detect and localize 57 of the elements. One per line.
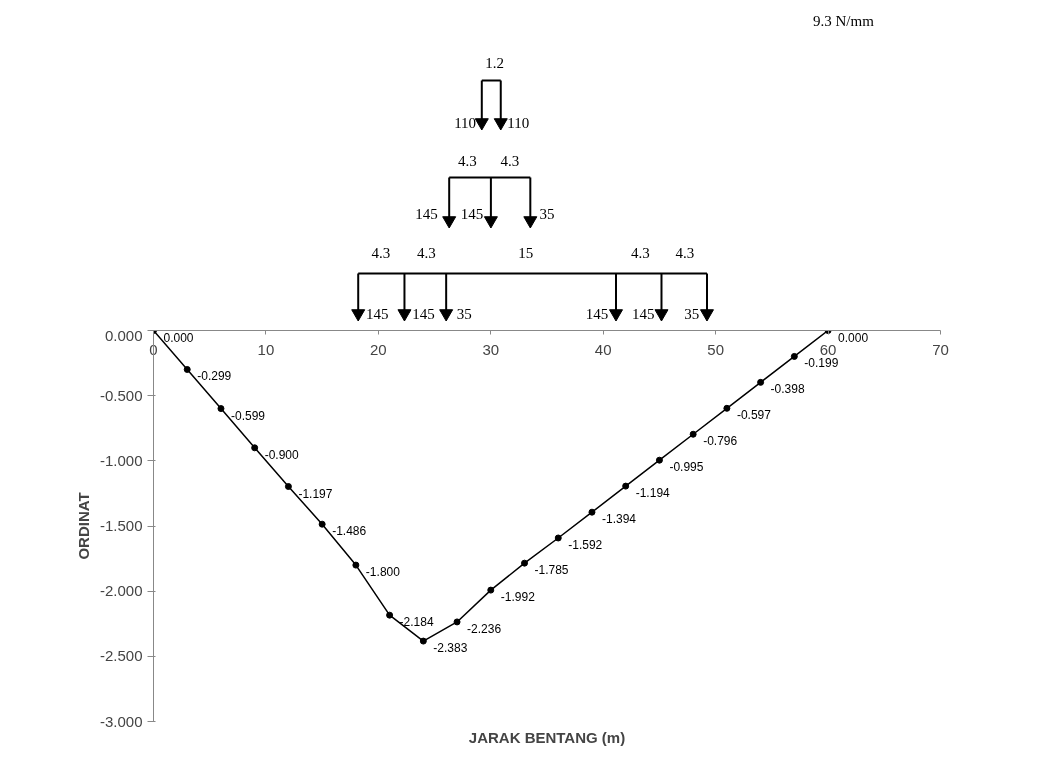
x-axis-title: JARAK BENTANG (m) [468, 728, 626, 746]
text: 35 [539, 205, 555, 222]
text: 4.3 [417, 244, 436, 261]
data-label: -1.800 [365, 565, 401, 580]
text: 4.3 [458, 152, 477, 169]
text: 145 [632, 305, 655, 322]
y-tick-label: -1.500 [99, 517, 143, 534]
data-label: -0.796 [703, 434, 738, 449]
y-tick-label: -3.000 [99, 712, 143, 730]
data-label: -2.236 [467, 621, 502, 636]
data-label: 0.000 [163, 330, 194, 345]
text: 145 [365, 305, 389, 322]
x-tick-label: 40 [594, 340, 612, 358]
text: 35 [684, 305, 700, 322]
x-tick-label: 20 [370, 340, 387, 358]
text: 4.3 [630, 244, 650, 261]
data-label: -0.599 [230, 408, 266, 423]
text: 145 [415, 205, 438, 222]
data-label: -1.785 [534, 563, 569, 578]
x-tick-label: 70 [932, 340, 949, 358]
data-label: -0.299 [197, 369, 232, 384]
x-tick-label: 50 [707, 340, 724, 358]
data-label: -1.197 [298, 486, 333, 501]
data-label: -0.995 [669, 460, 704, 475]
y-tick-label: -0.500 [99, 386, 143, 404]
text: 145 [585, 305, 609, 322]
text: 4.3 [371, 244, 391, 261]
x-tick-label: 30 [482, 340, 500, 358]
data-label: 0.000 [838, 330, 869, 345]
data-label: -0.199 [804, 356, 839, 371]
text: 1.2 [485, 54, 505, 71]
x-tick-label: 60 [819, 340, 837, 358]
data-label: -0.398 [770, 382, 805, 397]
data-label: -1.394 [601, 512, 637, 527]
data-label: -1.592 [568, 537, 603, 552]
data-label: -1.194 [635, 486, 671, 501]
y-tick-label: -2.500 [99, 647, 143, 665]
x-tick-label: 10 [257, 340, 275, 358]
text: 110 [454, 114, 477, 131]
data-label: -2.383 [433, 641, 468, 656]
data-label: -1.486 [332, 524, 367, 539]
data-label: -0.597 [736, 408, 772, 423]
text: 35 [456, 305, 472, 322]
text: 145 [412, 305, 435, 322]
text: 145 [460, 205, 484, 222]
text: 4.3 [675, 244, 695, 261]
data-label: -2.184 [399, 615, 434, 630]
text: 4.3 [500, 152, 520, 169]
y-tick-label: -1.000 [99, 451, 143, 469]
y-tick-label: 0.000 [104, 326, 143, 344]
text: 15 [518, 244, 534, 261]
data-label: -0.900 [264, 447, 300, 462]
text: 9.3 N/mm [813, 12, 875, 29]
y-axis-title: ORDINAT [74, 492, 92, 560]
data-label: -1.992 [500, 590, 536, 605]
text: 110 [507, 114, 530, 131]
y-tick-label: -2.000 [99, 582, 143, 600]
